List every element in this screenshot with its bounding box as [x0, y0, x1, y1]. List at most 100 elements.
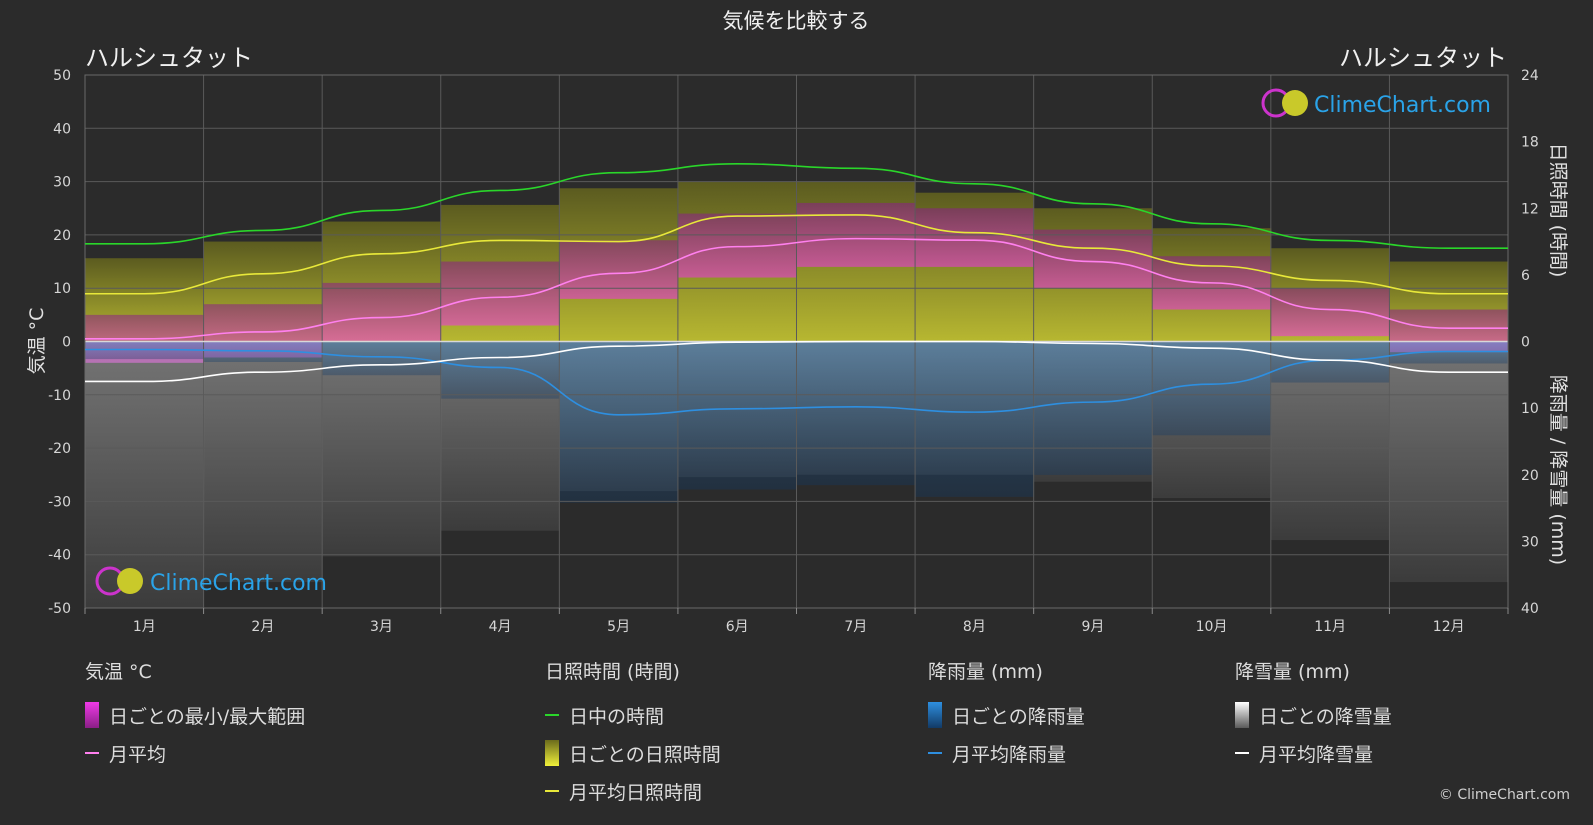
daily-rain-band [440, 341, 560, 399]
daily-rain-band [1270, 341, 1390, 383]
left-tick-label: 40 [53, 121, 71, 137]
chart-title: 気候を比較する [723, 9, 870, 33]
snow-avg-swatch [1235, 752, 1249, 754]
daily-snow-band [1389, 341, 1508, 583]
right-top-tick-label: 12 [1521, 201, 1539, 217]
location-right: ハルシュタット [1339, 44, 1507, 72]
month-tick-label: 5月 [607, 619, 630, 635]
logo-sun-icon [1282, 90, 1308, 116]
right-bottom-tick-label: 40 [1521, 601, 1539, 617]
axes: 50 40 30 20 10 0 -10 -20 -30 -40 -50 24 18 12 6 0 10 20 30… [48, 68, 1539, 635]
copyright: © ClimeChart.com [1438, 787, 1570, 803]
legend-snow-header: 降雪量 (mm) [1235, 661, 1350, 683]
temp-avg-line [85, 237, 1508, 340]
legend-daily-rain: 日ごとの降雨量 [928, 696, 1085, 734]
legend-snow-avg-label: 月平均降雪量 [1259, 743, 1374, 766]
right-top-tick-label: 6 [1521, 268, 1530, 284]
daily-bands [85, 181, 1508, 608]
month-tick-label: 4月 [489, 619, 512, 635]
month-tick-label: 2月 [251, 619, 274, 635]
daily-snow-band [322, 341, 442, 557]
legend-daylight: 日中の時間 [545, 696, 721, 734]
temp-range-band [322, 282, 442, 342]
logo-text-top: ClimeChart.com [1314, 93, 1491, 118]
legend-rain-header: 降雨量 (mm) [928, 661, 1043, 683]
legend-temp-avg: 月平均 [85, 734, 305, 772]
temp-range-swatch [85, 702, 99, 728]
logo-top: ClimeChart.com [1261, 88, 1491, 118]
left-tick-label: 10 [53, 281, 71, 297]
left-tick-label: -30 [48, 494, 71, 510]
right-top-tick-label: 18 [1521, 135, 1539, 151]
right-bottom-tick-label: 30 [1521, 534, 1539, 550]
daylight-line [85, 163, 1508, 250]
temp-range-band [915, 208, 1035, 267]
daily-rain-band [322, 341, 442, 376]
temp-range-band [1270, 288, 1390, 337]
rain-avg-swatch [928, 752, 942, 754]
sunshine-avg-line [85, 214, 1508, 295]
left-tick-label: 20 [53, 228, 71, 244]
legend-sunshine: 日照時間 (時間) 日中の時間 日ごとの日照時間 月平均日照時間 [545, 660, 721, 810]
month-tick-label: 1月 [133, 619, 156, 635]
legend-rain-avg-label: 月平均降雨量 [952, 743, 1067, 766]
daily-snow-swatch [1235, 702, 1249, 728]
legend-daily-sunshine-label: 日ごとの日照時間 [569, 743, 721, 766]
month-tick-label: 12月 [1433, 619, 1465, 635]
legend-sunshine-avg: 月平均日照時間 [545, 772, 721, 810]
legend-rain-avg: 月平均降雨量 [928, 734, 1085, 772]
right-top-tick-label: 24 [1521, 68, 1539, 84]
month-tick-label: 7月 [844, 619, 867, 635]
legend-temp-avg-label: 月平均 [109, 743, 167, 766]
daily-rain-band [559, 341, 679, 503]
right-bottom-tick-label: 20 [1521, 468, 1539, 484]
daily-sunshine-swatch [545, 740, 559, 766]
daily-snow-band [85, 341, 205, 608]
right-top-tick-label: 0 [1521, 335, 1530, 351]
left-tick-label: -40 [48, 548, 71, 564]
legend-sunshine-header: 日照時間 (時間) [545, 661, 680, 683]
month-tick-label: 8月 [963, 619, 986, 635]
logo-text-bottom: ClimeChart.com [150, 571, 327, 596]
legend-daily-sunshine: 日ごとの日照時間 [545, 734, 721, 772]
month-tick-label: 3月 [370, 619, 393, 635]
left-tick-label: 30 [53, 175, 71, 191]
logo-sun-icon [117, 568, 143, 594]
month-tick-label: 6月 [726, 619, 749, 635]
daily-snow-band [203, 341, 323, 583]
daily-rain-band [796, 341, 916, 486]
legend: 気温 °C 日ごとの最小/最大範囲 月平均 日照時間 (時間) 日中の時間 日ご… [0, 660, 1593, 804]
daily-rain-swatch [928, 702, 942, 728]
temp-avg-swatch [85, 752, 99, 754]
temp-range-band [559, 240, 679, 299]
legend-daily-rain-label: 日ごとの降雨量 [952, 705, 1085, 728]
temp-range-band [440, 261, 560, 326]
left-tick-label: 50 [53, 68, 71, 84]
daily-rain-band [203, 341, 323, 363]
location-left: ハルシュタット [85, 44, 253, 72]
daily-rain-band [1389, 341, 1508, 364]
daylight-swatch [545, 714, 559, 716]
month-tick-label: 9月 [1081, 619, 1104, 635]
temp-range-band [677, 213, 797, 278]
daily-rain-band [915, 341, 1035, 497]
right-bottom-tick-label: 10 [1521, 401, 1539, 417]
temp-range-band [1033, 229, 1153, 289]
legend-temperature-header: 気温 °C [85, 661, 152, 683]
sunshine-avg-swatch [545, 790, 559, 792]
legend-temp-range: 日ごとの最小/最大範囲 [85, 696, 305, 734]
legend-snow: 降雪量 (mm) 日ごとの降雪量 月平均降雪量 [1235, 660, 1392, 772]
rain-avg-line [85, 348, 1508, 416]
left-tick-label: 0 [62, 335, 71, 351]
legend-daylight-label: 日中の時間 [569, 705, 665, 728]
legend-rain: 降雨量 (mm) 日ごとの降雨量 月平均降雨量 [928, 660, 1085, 772]
left-tick-label: -10 [48, 388, 71, 404]
logo-bottom: ClimeChart.com [95, 566, 327, 596]
legend-daily-snow: 日ごとの降雪量 [1235, 696, 1392, 734]
right-axis-top-label: 日照時間 (時間) [1547, 143, 1569, 278]
left-axis-label: 気温 °C [26, 308, 48, 375]
legend-temperature: 気温 °C 日ごとの最小/最大範囲 月平均 [85, 660, 305, 772]
legend-temp-range-label: 日ごとの最小/最大範囲 [109, 705, 306, 728]
legend-snow-avg: 月平均降雪量 [1235, 734, 1392, 772]
